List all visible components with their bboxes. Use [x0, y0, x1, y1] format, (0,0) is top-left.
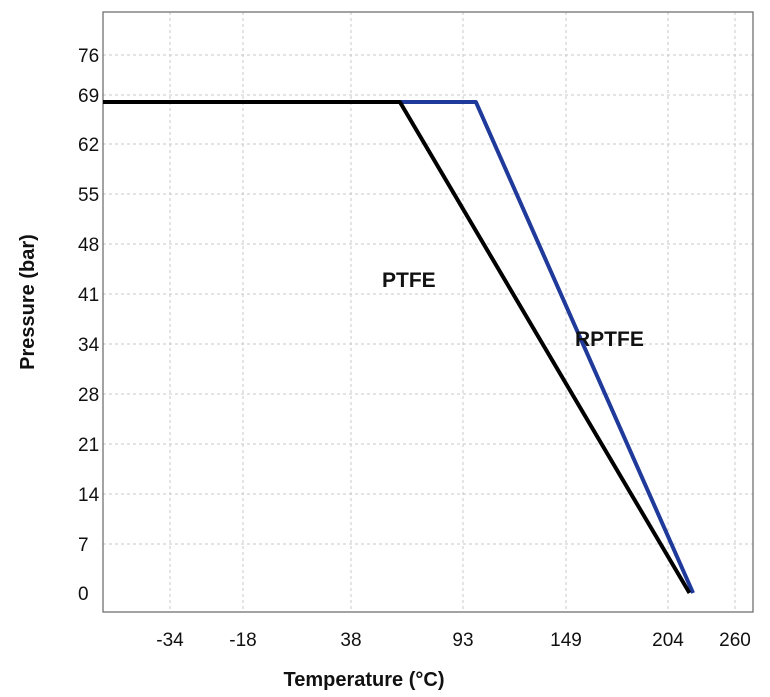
grid-lines: [103, 12, 753, 612]
y-axis-title: Pressure (bar): [17, 234, 39, 370]
x-tick-label: 149: [550, 630, 582, 651]
x-tick-label: 260: [719, 630, 751, 651]
plot-frame: [102, 11, 754, 613]
x-tick-label: 38: [340, 630, 361, 651]
y-tick-label: 76: [78, 46, 99, 67]
series-label-rptfe: RPTFE: [575, 328, 644, 351]
y-tick-label: 69: [78, 86, 99, 107]
y-tick-label: 0: [78, 584, 89, 605]
x-axis-title: Temperature (°C): [284, 669, 445, 691]
y-tick-label: 7: [78, 535, 89, 556]
y-tick-label: 62: [78, 135, 99, 156]
series-label-ptfe: PTFE: [382, 269, 436, 292]
series-line-ptfe: [103, 100, 692, 595]
y-tick-label: 41: [78, 285, 99, 306]
y-tick-label: 55: [78, 185, 99, 206]
series-lines: [103, 100, 695, 595]
y-tick-label: 48: [78, 235, 99, 256]
y-tick-label: 28: [78, 385, 99, 406]
y-tick-label: 34: [78, 335, 100, 356]
y-tick-label: 14: [78, 485, 100, 506]
y-tick-label: 21: [78, 435, 99, 456]
x-tick-labels: -34 -18 38 93 149 204 260: [156, 630, 751, 651]
x-tick-label: 93: [452, 630, 473, 651]
y-tick-labels: 0 7 14 21 28 34 41 48 55 62 69 76: [78, 46, 100, 605]
x-tick-label: -18: [229, 630, 256, 651]
x-tick-label: -34: [156, 630, 184, 651]
x-tick-label: 204: [652, 630, 684, 651]
